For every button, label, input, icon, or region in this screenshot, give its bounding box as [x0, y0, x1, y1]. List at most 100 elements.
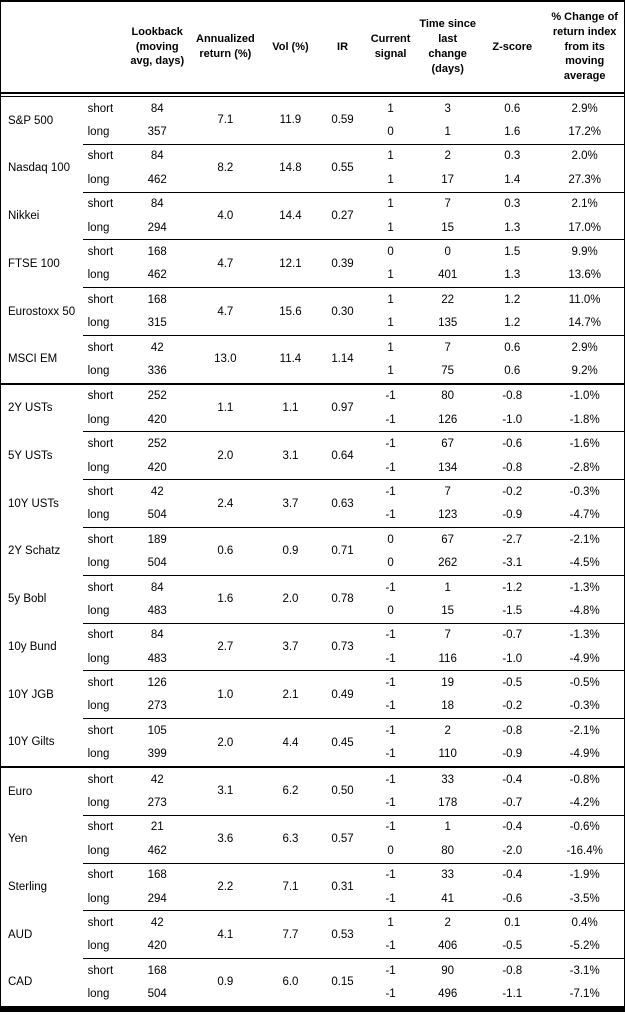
asset-name: 2Y Schatz: [8, 545, 61, 558]
header-separator: [0, 92, 625, 97]
annualized-return-value: 7.1: [217, 114, 234, 127]
pct-change-value: -2.1%: [545, 527, 625, 552]
asset-row-short: CAD short 168 0.9 6.0 0.15 -1 90 -0.8 -3.1%: [1, 958, 625, 1009]
pct-change-value: -5.2%: [569, 940, 600, 953]
zscore-value: -0.6: [502, 892, 523, 905]
days-since-change-value: 80: [441, 844, 455, 857]
ir-value: 0.78: [319, 574, 366, 624]
ir-value: 0.15: [319, 958, 366, 1009]
zscore-value: -1.0: [502, 413, 523, 426]
days-since-change-value: 41: [441, 892, 455, 905]
days-since-change-value: 262: [438, 557, 458, 570]
lookback-value: 42: [124, 334, 190, 360]
annualized-return-value: 13.0: [189, 334, 261, 384]
pct-change-value: -2.8%: [569, 461, 600, 474]
horizon-label: long: [87, 892, 110, 905]
zscore-value: 0.3: [479, 191, 546, 216]
horizon-label: long: [87, 126, 110, 139]
asset-name: FTSE 100: [8, 257, 60, 270]
vol-value: 4.4: [260, 718, 320, 767]
lookback-value: 84: [124, 143, 190, 169]
current-signal-value: 1: [365, 191, 417, 216]
zscore-value: -2.0: [502, 844, 523, 857]
horizon-label: short: [82, 574, 125, 600]
days-since-change-value: 2: [416, 718, 480, 743]
asset-name: S&P 500: [8, 114, 54, 127]
asset-row-long: long 294 1 15 1.3 17.0%: [1, 216, 625, 240]
horizon-label: long: [87, 461, 110, 474]
zscore-value: 1.3: [504, 221, 521, 234]
asset-group: 10Y Gilts short 105 2.0 4.4 0.45 -1 2 -0.8 -2.1% l…: [1, 718, 625, 767]
pct-change-value: -0.6%: [545, 814, 625, 840]
current-signal-value: -1: [365, 814, 417, 840]
current-signal-value: 0: [387, 126, 394, 139]
zscore-value: 0.6: [504, 364, 521, 377]
pct-change-value: -2.1%: [545, 718, 625, 743]
current-signal-value: 0: [387, 844, 394, 857]
asset-row-short: Sterling short 168 2.2 7.1 0.31 -1 33 -0.4 -1.9%: [1, 862, 625, 911]
asset-row-long: long 315 1 135 1.2 14.7%: [1, 312, 625, 336]
days-since-change-value: 3: [444, 102, 451, 115]
lookback-value: 420: [147, 461, 167, 474]
horizon-label: long: [87, 797, 110, 810]
pct-change-value: 27.3%: [568, 173, 601, 186]
lookback-value: 168: [124, 239, 190, 264]
header-row: Lookback (moving avg, days) Annualized r…: [1, 1, 625, 93]
pct-change-value: -0.5%: [545, 670, 625, 695]
ir-value: 0.71: [319, 527, 366, 576]
horizon-label: short: [82, 479, 125, 504]
pct-change-value: 17.2%: [568, 126, 601, 139]
pct-change-value: -0.8%: [545, 765, 625, 792]
horizon-label: long: [87, 557, 110, 570]
days-since-change-value: 90: [416, 958, 480, 983]
horizon-label: short: [82, 287, 125, 312]
pct-change-value: -7.1%: [569, 988, 600, 1001]
lookback-value: 357: [147, 126, 167, 139]
pct-change-value: -4.5%: [569, 557, 600, 570]
days-since-change-value: 7: [416, 191, 480, 216]
ir-value: 0.73: [319, 622, 366, 671]
vol-value: 7.7: [260, 910, 320, 959]
zscore-value: -0.9: [502, 748, 523, 761]
pct-change-value: 11.0%: [545, 287, 625, 312]
asset-group: 10y Bund short 84 2.7 3.7 0.73 -1 7 -0.7 -1.3% lon…: [1, 622, 625, 671]
asset-row-short: Euro short 42 3.1 6.2 0.50 -1 33 -0.4 -0.8%: [0, 765, 625, 816]
lookback-value: 483: [147, 652, 167, 665]
asset-group: 2Y Schatz short 189 0.6 0.9 0.71 0 67 -2.7 -2.1% l…: [1, 527, 625, 576]
vol-value: 7.1: [260, 862, 320, 911]
current-signal-value: -1: [385, 988, 396, 1001]
horizon-label: short: [82, 622, 125, 647]
days-since-change-value: 67: [416, 431, 480, 456]
annualized-return-value: 2.0: [189, 431, 261, 480]
asset-group: 2Y USTs short 252 1.1 1.1 0.97 -1 80 -0.8 -1.0% lo…: [0, 382, 625, 432]
horizon-label: short: [82, 334, 125, 360]
days-since-change-value: 7: [416, 622, 480, 647]
zscore-value: 1.5: [479, 239, 546, 264]
asset-row-long: long 273 -1 18 -0.2 -0.3%: [1, 695, 625, 719]
lookback-value: 336: [147, 364, 167, 377]
lookback-value: 315: [147, 317, 167, 330]
horizon-label: short: [87, 102, 114, 115]
current-signal-value: -1: [385, 892, 396, 905]
asset-group: CAD short 168 0.9 6.0 0.15 -1 90 -0.8 -3.1% long 50…: [1, 958, 625, 1009]
asset-row-long: long 462 1 401 1.3 13.6%: [1, 264, 625, 288]
current-signal-value: 1: [387, 173, 394, 186]
current-signal-value: -1: [365, 718, 417, 743]
ir-value: 0.30: [319, 287, 366, 336]
current-signal-value: -1: [365, 958, 417, 983]
vol-value: 6.3: [260, 814, 320, 863]
lookback-value: 168: [124, 287, 190, 312]
annualized-return-value: 2.7: [189, 622, 261, 671]
ir-value: 0.50: [319, 765, 366, 816]
days-since-change-value: 80: [416, 382, 480, 409]
ir-value: 0.55: [319, 143, 366, 193]
lookback-value: 294: [147, 221, 167, 234]
lookback-value: 504: [147, 509, 167, 522]
ir-value: 0.64: [319, 431, 366, 480]
zscore-value: 1.3: [504, 269, 521, 282]
asset-group: Yen short 21 3.6 6.3 0.57 -1 1 -0.4 -0.6% long 462 0…: [1, 814, 625, 863]
lookback-value: 21: [124, 814, 190, 840]
zscore-value: -3.1: [502, 557, 523, 570]
ir-value: 1.14: [319, 334, 366, 384]
pct-change-value: -1.3%: [545, 574, 625, 600]
